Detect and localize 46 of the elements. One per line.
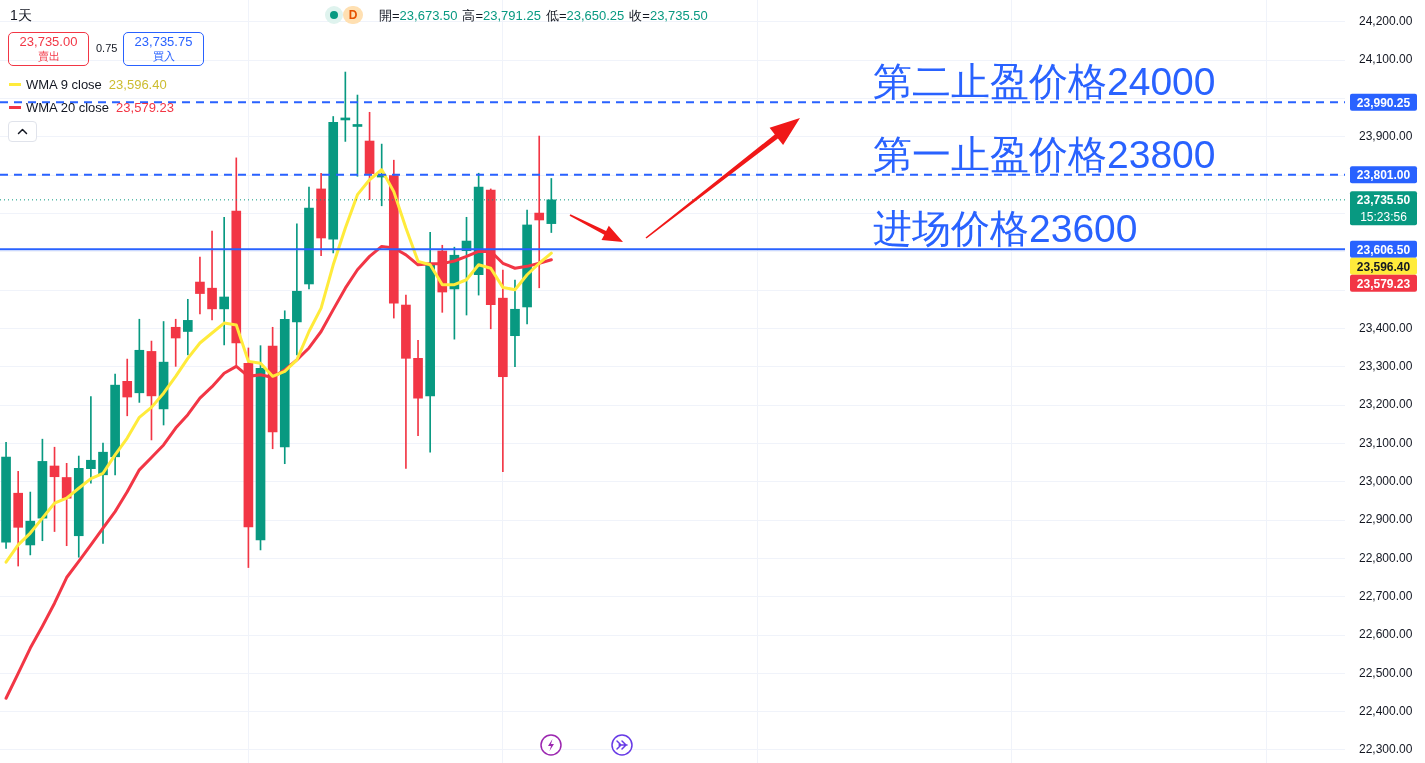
y-tick-label: 22,600.00 bbox=[1359, 627, 1413, 642]
y-tick-label: 23,200.00 bbox=[1359, 397, 1413, 412]
text: 15:23:56 bbox=[1360, 210, 1408, 225]
candlestick bbox=[534, 135, 545, 289]
text: 1天 bbox=[10, 6, 32, 24]
annotation: 23,735.75 bbox=[133, 34, 194, 50]
annotation: 进场价格23600 bbox=[873, 207, 1138, 251]
annotation: 第一止盈价格23800 bbox=[873, 132, 1216, 176]
y-tick-label: 22,800.00 bbox=[1359, 550, 1413, 565]
annotation: 23,596.40 bbox=[108, 76, 167, 94]
annotation: 23,735.00 bbox=[18, 34, 79, 50]
candlestick bbox=[292, 223, 302, 356]
ref-line-label: 23,990.25 bbox=[1356, 95, 1411, 110]
y-tick-label: 23,300.00 bbox=[1359, 359, 1413, 374]
y-tick-label: 24,100.00 bbox=[1359, 52, 1413, 67]
legend-label: WMA 9 close bbox=[26, 76, 102, 94]
annotation: 第二止盈价格24000 bbox=[873, 60, 1216, 104]
annotation: D bbox=[343, 6, 363, 24]
ref-line-label: 23,801.00 bbox=[1356, 168, 1411, 183]
y-tick-label: 22,500.00 bbox=[1359, 665, 1413, 680]
candlestick bbox=[182, 298, 193, 356]
y-tick-label: 22,700.00 bbox=[1359, 588, 1413, 603]
annotation: 賣出 bbox=[36, 50, 61, 63]
y-tick-label: 23,000.00 bbox=[1359, 474, 1413, 489]
y-tick-label: 24,200.00 bbox=[1359, 14, 1413, 29]
ref-line-label: 23,735.50 bbox=[1356, 193, 1411, 208]
y-tick-label: 22,400.00 bbox=[1359, 703, 1413, 718]
text: 23,596.40 bbox=[1356, 259, 1411, 274]
buy-button: 23,735.75 買入 bbox=[123, 32, 204, 66]
y-tick-label: 22,300.00 bbox=[1359, 742, 1413, 757]
annotation: 買入 bbox=[151, 50, 176, 63]
y-tick-label: 23,400.00 bbox=[1359, 320, 1413, 335]
candlestick bbox=[86, 396, 96, 484]
annotation: 0.75 bbox=[96, 41, 118, 55]
candlestick bbox=[219, 216, 229, 346]
y-tick-label: 23,100.00 bbox=[1359, 435, 1413, 450]
y-tick-label: 23,900.00 bbox=[1359, 129, 1413, 144]
sell-button: 23,735.00 賣出 bbox=[8, 32, 89, 66]
text: 23,579.23 bbox=[1356, 276, 1411, 291]
legend-label: WMA 20 close bbox=[26, 99, 110, 117]
candlestick bbox=[195, 256, 205, 315]
candlestick bbox=[170, 318, 181, 367]
annotation: 開=23,673.50 高=23,791.25 低=23,650.25 收=23,735.50 bbox=[379, 8, 708, 23]
y-tick-label: 22,900.00 bbox=[1359, 512, 1413, 527]
annotation: 23,579.23 bbox=[116, 99, 174, 117]
ref-line-label: 23,606.50 bbox=[1356, 242, 1411, 257]
